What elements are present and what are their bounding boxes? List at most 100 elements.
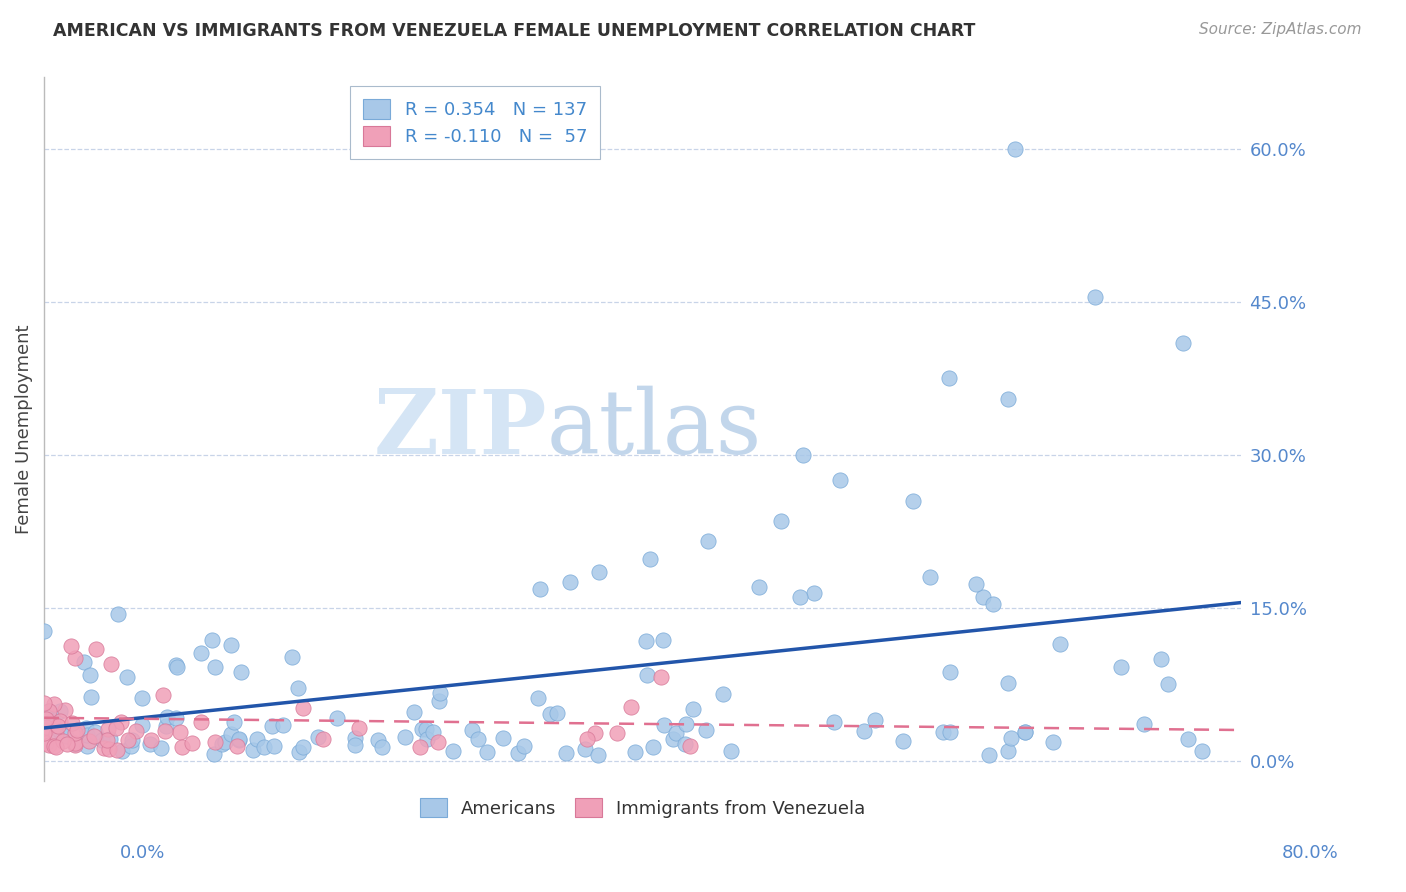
Point <box>287 681 309 695</box>
Point <box>100 657 122 672</box>
Point <box>281 650 304 665</box>
Point <box>53 703 76 717</box>
Point <box>111 744 134 758</box>
Point <box>229 665 252 679</box>
Point <box>91 733 114 747</box>
Text: ZIP: ZIP <box>374 385 547 473</box>
Point <box>638 551 661 566</box>
Point <box>1150 652 1173 666</box>
Point <box>52 734 75 748</box>
Point <box>901 493 924 508</box>
Point <box>588 747 610 762</box>
Point <box>343 731 366 745</box>
Point <box>938 665 960 680</box>
Point <box>1157 677 1180 691</box>
Point <box>1042 735 1064 749</box>
Point <box>823 715 845 730</box>
Point <box>190 715 212 730</box>
Point <box>115 670 138 684</box>
Point <box>441 744 464 758</box>
Point <box>49 714 72 728</box>
Point <box>1191 744 1213 758</box>
Point <box>155 710 177 724</box>
Point <box>695 723 717 737</box>
Point <box>107 607 129 621</box>
Point <box>411 723 433 737</box>
Point <box>367 733 389 747</box>
Point <box>526 691 548 706</box>
Point <box>84 724 107 739</box>
Point <box>105 742 128 756</box>
Point <box>665 726 688 740</box>
Point <box>76 728 98 742</box>
Point <box>965 577 987 591</box>
Legend: Americans, Immigrants from Venezuela: Americans, Immigrants from Venezuela <box>412 790 873 825</box>
Point <box>98 731 121 746</box>
Text: 80.0%: 80.0% <box>1282 844 1339 862</box>
Point <box>34 696 56 710</box>
Point <box>222 715 245 730</box>
Point <box>38 704 60 718</box>
Point <box>34 736 56 750</box>
Point <box>72 655 94 669</box>
Point <box>977 747 1000 762</box>
Point <box>803 585 825 599</box>
Point <box>263 739 285 754</box>
Point <box>1109 659 1132 673</box>
Point <box>720 744 742 758</box>
Point <box>38 704 60 718</box>
Point <box>62 716 84 731</box>
Point <box>42 714 65 728</box>
Point <box>48 719 70 733</box>
Point <box>166 660 188 674</box>
Point <box>60 639 83 653</box>
Point <box>409 740 432 755</box>
Y-axis label: Female Unemployment: Female Unemployment <box>15 325 32 534</box>
Point <box>641 740 664 755</box>
Point <box>1049 637 1071 651</box>
Point <box>110 714 132 729</box>
Point <box>63 726 86 740</box>
Text: atlas: atlas <box>547 385 762 473</box>
Point <box>39 732 62 747</box>
Point <box>697 534 720 549</box>
Point <box>713 687 735 701</box>
Point <box>938 725 960 739</box>
Point <box>86 641 108 656</box>
Point <box>513 739 536 753</box>
Point <box>555 746 578 760</box>
Point <box>538 707 561 722</box>
Point <box>260 719 283 733</box>
Point <box>312 731 335 746</box>
Point <box>131 690 153 705</box>
Point <box>165 711 187 725</box>
Point <box>221 638 243 652</box>
Point <box>491 731 513 745</box>
Point <box>789 591 811 605</box>
Point <box>204 660 226 674</box>
Point <box>169 724 191 739</box>
Point <box>623 745 645 759</box>
Point <box>63 736 86 750</box>
Point <box>35 723 58 737</box>
Point <box>506 746 529 760</box>
Point <box>404 706 426 720</box>
Point <box>104 721 127 735</box>
Point <box>574 742 596 756</box>
Point <box>371 740 394 755</box>
Point <box>853 724 876 739</box>
Point <box>63 651 86 665</box>
Point <box>997 392 1019 406</box>
Point <box>120 739 142 754</box>
Point <box>125 723 148 738</box>
Point <box>38 738 60 752</box>
Point <box>292 740 315 755</box>
Point <box>997 743 1019 757</box>
Point <box>204 735 226 749</box>
Point <box>190 646 212 660</box>
Point <box>307 730 329 744</box>
Point <box>211 737 233 751</box>
Point <box>1000 731 1022 746</box>
Point <box>271 718 294 732</box>
Point <box>932 724 955 739</box>
